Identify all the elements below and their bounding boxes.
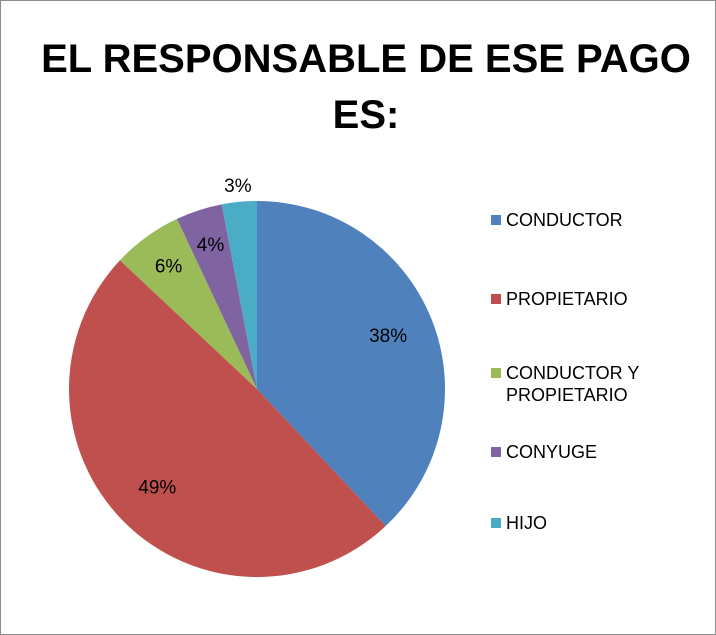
- data-label: 6%: [155, 256, 183, 277]
- data-label: 38%: [369, 326, 407, 347]
- legend-entry: CONDUCTOR: [491, 209, 706, 231]
- pie-slice: [176, 204, 257, 389]
- legend-label: CONDUCTOR Y PROPIETARIO: [506, 363, 640, 405]
- legend-label: CONDUCTOR: [506, 210, 623, 230]
- data-label: 4%: [197, 235, 225, 256]
- pie-slice: [119, 218, 258, 389]
- pie-slice: [221, 201, 257, 389]
- legend-swatch: [491, 368, 501, 378]
- data-label: 3%: [224, 176, 252, 197]
- legend-entry: CONDUCTOR Y PROPIETARIO: [491, 362, 706, 406]
- chart-title: EL RESPONSABLE DE ESE PAGO ES:: [41, 37, 691, 137]
- legend-entry: CONYUGE: [491, 441, 706, 463]
- legend-entry: PROPIETARIO: [491, 288, 706, 310]
- data-label: 49%: [138, 478, 176, 499]
- legend-label: HIJO: [506, 513, 548, 533]
- legend-swatch: [491, 215, 501, 225]
- legend-swatch: [491, 294, 501, 304]
- legend-label: CONYUGE: [506, 442, 598, 462]
- legend-swatch: [491, 447, 501, 457]
- legend-label: PROPIETARIO: [506, 289, 628, 309]
- pie-slice: [257, 201, 445, 527]
- legend-entry: HIJO: [491, 512, 706, 534]
- pie-slice: [69, 260, 386, 577]
- legend-swatch: [491, 518, 501, 528]
